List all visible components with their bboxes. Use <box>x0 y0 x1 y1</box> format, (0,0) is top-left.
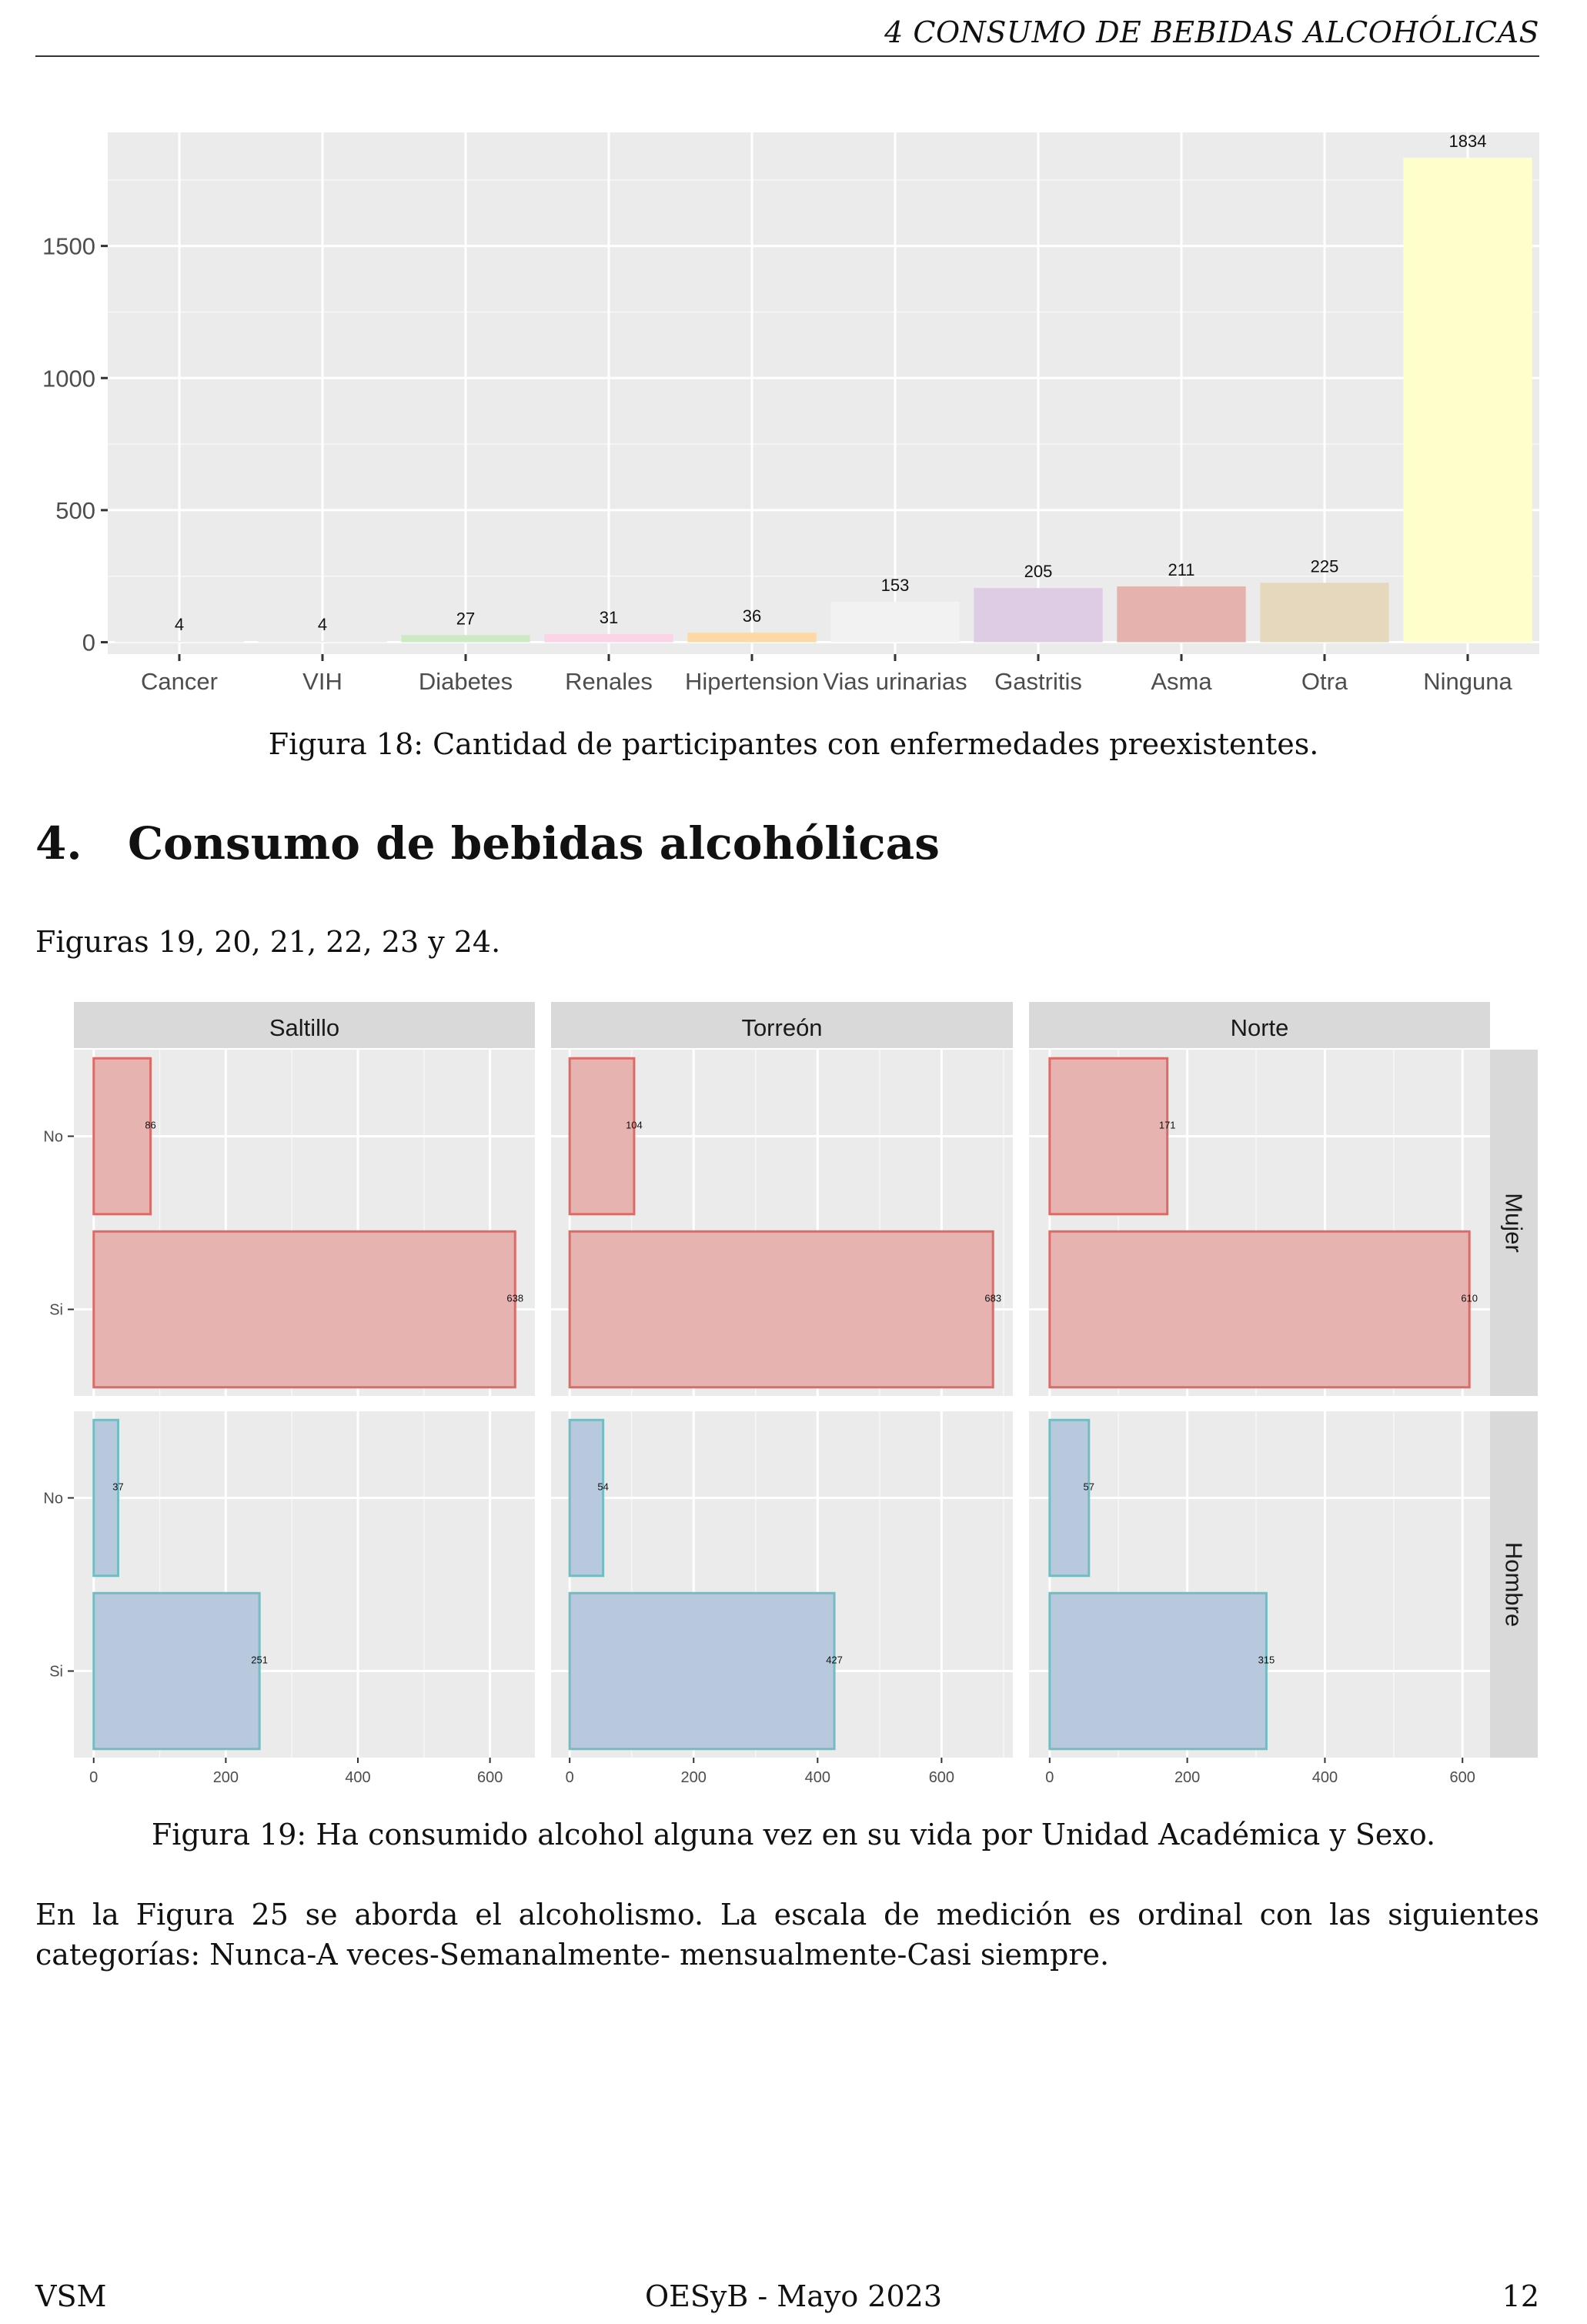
data-label-saltillo-mujer-no: 86 <box>145 1120 155 1131</box>
x-tick-label-cancer: Cancer <box>141 668 218 695</box>
data-label-torreon-mujer-no: 104 <box>626 1120 643 1131</box>
body-paragraph: En la Figura 25 se aborda el alcoholismo… <box>35 1898 1539 1972</box>
intro-text: Figuras 19, 20, 21, 22, 23 y 24. <box>35 925 501 959</box>
data-label-ninguna: 1834 <box>1449 132 1487 151</box>
page-number: 12 <box>1502 2279 1539 2313</box>
facet-label-mujer: Mujer <box>1501 1193 1528 1253</box>
data-label-saltillo-mujer-si: 638 <box>506 1293 523 1304</box>
x-tick-label-gastritis: Gastritis <box>994 668 1082 695</box>
facet-strip-norte <box>1029 1002 1490 1048</box>
data-label-gastritis: 205 <box>1024 562 1053 581</box>
figure-18-chart: 0 500 1000 1500 4 Cancer 4 VIH 27 Diabetes 31 Renal… <box>42 132 1539 695</box>
bar-torreon-hombre-no <box>568 1418 605 1578</box>
y-tick-label: 500 <box>55 497 95 524</box>
bar-norte-mujer-no <box>1048 1057 1169 1216</box>
x-tick-label: 400 <box>805 1769 830 1786</box>
y-tick-label: 1000 <box>42 365 95 392</box>
bar-saltillo-hombre-no <box>92 1418 119 1578</box>
x-tick-label-asma: Asma <box>1151 668 1212 695</box>
facet-label-torreon: Torreón <box>741 1014 822 1041</box>
x-tick-label: 400 <box>345 1769 370 1786</box>
bar-ninguna <box>1403 157 1532 643</box>
bar-otra <box>1260 583 1389 643</box>
x-tick-label-hipertension: Hipertension <box>685 668 819 695</box>
data-label-asma: 211 <box>1168 560 1194 579</box>
data-label-torreon-hombre-no: 54 <box>597 1481 608 1493</box>
data-label-torreon-hombre-si: 427 <box>826 1655 843 1666</box>
facet-strip-hombre <box>1490 1411 1538 1758</box>
bar-saltillo-mujer-si <box>92 1230 516 1389</box>
footer-left: VSM <box>35 2279 107 2313</box>
data-label-saltillo-hombre-si: 251 <box>251 1655 268 1666</box>
facet-strip-mujer <box>1490 1050 1538 1396</box>
x-tick-label: 600 <box>477 1769 503 1786</box>
x-tick-label: 200 <box>1174 1769 1200 1786</box>
data-label-norte-mujer-si: 610 <box>1461 1293 1478 1304</box>
x-tick-label: 0 <box>566 1769 574 1786</box>
data-label-vias-urinarias: 153 <box>881 576 910 595</box>
x-tick-label: 600 <box>929 1769 954 1786</box>
x-tick-label: 200 <box>213 1769 239 1786</box>
x-tick-label: 200 <box>681 1769 707 1786</box>
data-label-vih: 4 <box>318 615 327 634</box>
data-label-saltillo-hombre-no: 37 <box>112 1481 123 1493</box>
data-label-diabetes: 27 <box>456 609 475 628</box>
x-tick-label-diabetes: Diabetes <box>419 668 513 695</box>
figure-19-chart: Saltillo Torreón Norte Mujer Hombre 86 No 638 Si… <box>43 1002 1538 1786</box>
bar-torreon-mujer-si <box>568 1230 994 1389</box>
facet-label-hombre: Hombre <box>1501 1542 1528 1627</box>
y-tick-label-no: No <box>43 1491 63 1508</box>
bar-torreon-mujer-no <box>568 1057 636 1216</box>
data-label-hipertension: 36 <box>743 606 761 626</box>
y-tick-label: 0 <box>82 629 95 656</box>
bar-saltillo-hombre-si <box>92 1591 261 1751</box>
data-label-torreon-mujer-si: 683 <box>984 1293 1001 1304</box>
running-header: 4 CONSUMO DE BEBIDAS ALCOHÓLICAS <box>35 11 1539 57</box>
bar-norte-hombre-si <box>1048 1591 1268 1751</box>
figure-19-caption: Figura 19: Ha consumido alcohol alguna v… <box>151 1818 1436 1852</box>
facet-strip-torreon <box>551 1002 1013 1048</box>
y-tick-label-no: No <box>43 1129 63 1146</box>
bar-renales <box>544 633 673 643</box>
section-number: 4. <box>35 817 82 870</box>
bar-saltillo-mujer-no <box>92 1057 152 1216</box>
data-label-norte-mujer-no: 171 <box>1159 1120 1176 1131</box>
bar-norte-hombre-no <box>1048 1418 1091 1578</box>
facet-strip-saltillo <box>74 1002 535 1048</box>
data-label-otra: 225 <box>1311 556 1339 576</box>
bar-gastritis <box>974 588 1103 643</box>
facet-label-saltillo: Saltillo <box>269 1014 339 1041</box>
data-label-norte-hombre-si: 315 <box>1258 1655 1275 1666</box>
bar-cancer <box>115 641 244 643</box>
bar-asma <box>1117 586 1246 643</box>
section-heading: 4. Consumo de bebidas alcohólicas <box>35 817 940 870</box>
y-tick-label: 1500 <box>42 233 95 260</box>
data-label-cancer: 4 <box>175 615 184 634</box>
x-tick-label: 400 <box>1312 1769 1338 1786</box>
bar-torreon-hombre-si <box>568 1591 836 1751</box>
x-tick-label-vias-urinarias: Vias urinarias <box>823 668 967 695</box>
bar-hipertension <box>687 633 817 643</box>
bar-vias-urinarias <box>830 602 960 643</box>
x-tick-label: 0 <box>89 1769 98 1786</box>
x-tick-label: 0 <box>1045 1769 1054 1786</box>
x-tick-label-otra: Otra <box>1301 668 1348 695</box>
x-tick-label: 600 <box>1450 1769 1475 1786</box>
data-label-norte-hombre-no: 57 <box>1084 1481 1094 1493</box>
bar-norte-mujer-si <box>1048 1230 1471 1389</box>
bar-vih <box>258 641 387 643</box>
facet-label-norte: Norte <box>1231 1014 1289 1041</box>
x-tick-label-renales: Renales <box>565 668 653 695</box>
y-tick-label-si: Si <box>49 1664 63 1681</box>
footer-center: OESyB - Mayo 2023 <box>644 2279 942 2313</box>
x-tick-label-vih: VIH <box>302 668 342 695</box>
running-title: 4 CONSUMO DE BEBIDAS ALCOHÓLICAS <box>884 15 1539 49</box>
figure-18-caption: Figura 18: Cantidad de participantes con… <box>268 727 1319 761</box>
bar-diabetes <box>401 635 530 643</box>
data-label-renales: 31 <box>600 608 618 627</box>
x-tick-label-ninguna: Ninguna <box>1423 668 1512 695</box>
section-title: Consumo de bebidas alcohólicas <box>128 817 940 870</box>
y-tick-label-si: Si <box>49 1302 63 1319</box>
plot-panel <box>108 132 1539 654</box>
